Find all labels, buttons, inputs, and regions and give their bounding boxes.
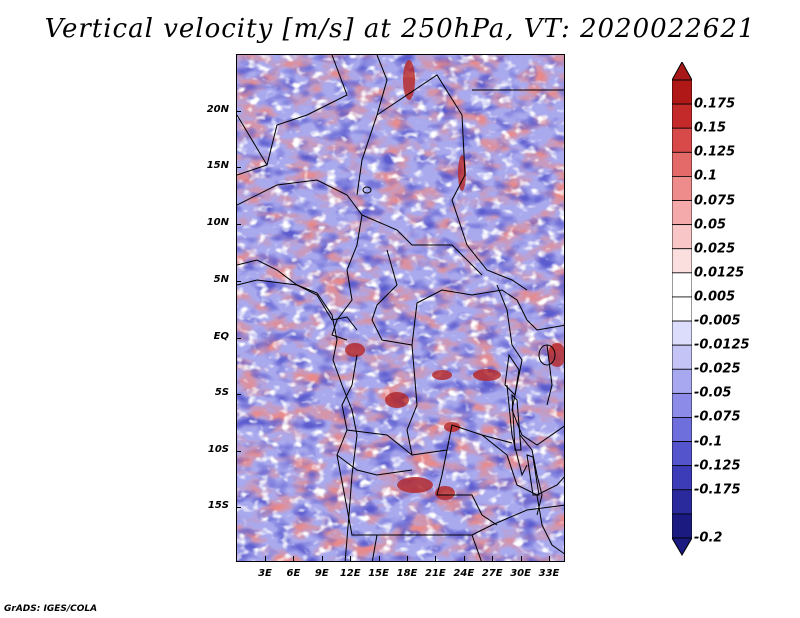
lat-label-10n: 10N — [206, 217, 229, 228]
lon-label-3e: 3E — [258, 568, 272, 579]
colorbar-swatch — [672, 513, 692, 539]
country-borders — [237, 55, 564, 561]
lat-label-eq: EQ — [213, 331, 229, 342]
colorbar-label: -0.0125 — [694, 337, 750, 353]
colorbar-swatch — [672, 344, 692, 370]
lon-tick — [435, 556, 437, 561]
colorbar-swatch — [672, 248, 692, 274]
lon-tick — [492, 556, 494, 561]
footer-credit: GrADS: IGES/COLA — [4, 604, 98, 614]
colorbar-label: 0.175 — [694, 96, 736, 112]
lon-tick — [265, 556, 266, 561]
colorbar-swatch — [672, 417, 692, 442]
lon-tick — [350, 556, 352, 561]
lat-label-20n: 20N — [206, 104, 229, 115]
coastline — [237, 259, 358, 561]
velocity-field — [237, 55, 564, 561]
colorbar-swatch — [672, 296, 692, 322]
colorbar-label: 0.0125 — [694, 265, 745, 281]
colorbar-swatch — [672, 489, 692, 515]
colorbar-bottom-arrow — [672, 537, 692, 556]
lon-tick — [293, 556, 295, 561]
lat-tick — [236, 507, 241, 508]
lat-tick — [236, 167, 241, 168]
lon-label-9e: 9E — [314, 568, 329, 579]
lat-label-10s: 10S — [207, 444, 229, 455]
lon-tick — [378, 556, 380, 561]
colorbar-swatch — [672, 79, 692, 105]
lon-label-18e: 18E — [396, 568, 418, 579]
lon-label-30e: 30E — [510, 568, 531, 579]
lon-label-27e: 27E — [481, 568, 503, 579]
colorbar-swatch — [672, 368, 692, 394]
colorbar-swatch — [672, 272, 692, 298]
lon-label-6e: 6E — [286, 568, 301, 579]
colorbar-label: 0.05 — [694, 217, 727, 233]
lon-label-12e: 12E — [339, 568, 361, 579]
lat-label-15n: 15N — [206, 160, 229, 171]
lat-tick — [236, 394, 241, 395]
lon-tick — [321, 556, 323, 561]
colorbar-swatch — [672, 103, 692, 129]
colorbar-swatch — [672, 200, 692, 226]
colorbar-label: 0.1 — [694, 168, 718, 184]
lon-label-21e: 21E — [425, 568, 446, 579]
lat-tick — [236, 111, 241, 112]
lat-tick — [236, 224, 241, 225]
colorbar-label: -0.1 — [694, 434, 723, 450]
updraft-clusters — [345, 60, 564, 500]
lat-label-5n: 5N — [213, 274, 229, 285]
colorbar-swatch — [672, 224, 692, 250]
colorbar-label: -0.075 — [694, 409, 741, 425]
lon-label-33e: 33E — [538, 568, 560, 579]
colorbar-swatch — [672, 392, 692, 418]
colorbar-label: -0.125 — [694, 458, 741, 474]
lon-tick — [463, 556, 465, 561]
lon-label-24e: 24E — [453, 568, 475, 579]
colorbar-label: 0.075 — [694, 193, 736, 209]
colorbar-swatch — [672, 176, 692, 201]
colorbar-swatch — [672, 151, 692, 177]
colorbar-top-arrow — [672, 62, 692, 81]
colorbar-swatch — [672, 441, 692, 467]
lat-tick — [236, 451, 241, 452]
colorbar — [672, 62, 692, 556]
colorbar-label: -0.025 — [694, 361, 741, 377]
colorbar-label: 0.005 — [694, 289, 736, 305]
lon-tick — [407, 556, 408, 561]
lon-tick — [520, 556, 522, 561]
lat-tick — [236, 338, 241, 339]
velocity-map — [236, 54, 565, 562]
colorbar-label: -0.05 — [694, 385, 732, 401]
colorbar-swatch — [672, 320, 692, 346]
colorbar-label: 0.125 — [694, 144, 736, 160]
lat-tick — [236, 281, 241, 282]
colorbar-label: 0.025 — [694, 241, 736, 257]
lat-label-5s: 5S — [214, 387, 229, 398]
lon-tick — [549, 556, 550, 561]
colorbar-swatch — [672, 127, 692, 153]
colorbar-label: -0.005 — [694, 313, 741, 329]
lat-label-15s: 15S — [207, 500, 229, 511]
colorbar-label: 0.15 — [694, 120, 727, 136]
colorbar-label: -0.175 — [694, 482, 741, 498]
lakes — [362, 186, 556, 496]
lon-label-15e: 15E — [368, 568, 389, 579]
colorbar-swatch — [672, 465, 692, 491]
chart-title: Vertical velocity [m/s] at 250hPa, VT: 2… — [44, 14, 756, 44]
colorbar-label: -0.2 — [694, 530, 723, 546]
